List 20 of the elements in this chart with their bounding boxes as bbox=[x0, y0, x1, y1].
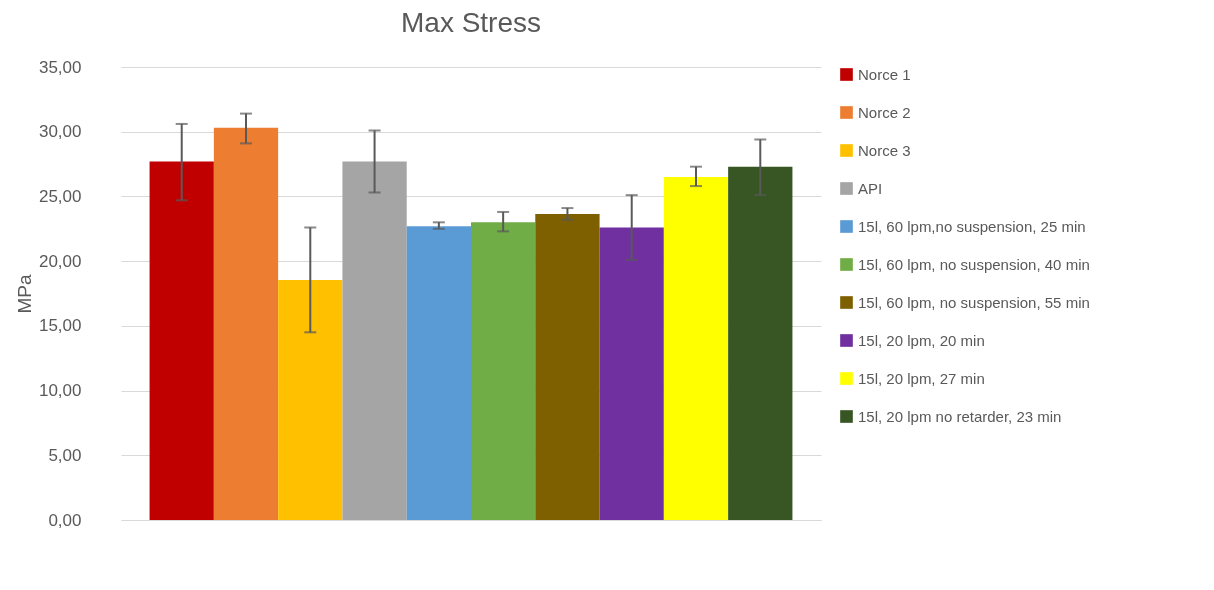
y-tick-label: 5,00 bbox=[48, 445, 82, 465]
legend-label: 15l, 20 lpm no retarder, 23 min bbox=[858, 407, 1062, 425]
legend-label: 15l, 20 lpm, 27 min bbox=[858, 369, 985, 387]
legend-label: 15l, 60 lpm, no suspension, 40 min bbox=[858, 255, 1090, 273]
y-tick-label: 30,00 bbox=[38, 122, 82, 142]
y-tick-label: 35,00 bbox=[38, 57, 82, 77]
legend-label: Norce 3 bbox=[858, 141, 911, 159]
legend-label: Norce 2 bbox=[858, 103, 911, 121]
y-tick-label: 10,00 bbox=[38, 381, 82, 401]
y-tick-label: 20,00 bbox=[38, 251, 82, 271]
y-tick-label: 25,00 bbox=[38, 186, 82, 206]
y-axis-title: MPa bbox=[13, 274, 35, 314]
legend-label: API bbox=[858, 179, 883, 197]
y-tick-label: 15,00 bbox=[38, 316, 82, 336]
y-tick-label: 0,00 bbox=[48, 510, 82, 530]
legend-label: 15l, 60 lpm,no suspension, 25 min bbox=[858, 217, 1086, 235]
legend-label: 15l, 60 lpm, no suspension, 55 min bbox=[858, 293, 1090, 311]
legend-label: Norce 1 bbox=[858, 65, 911, 83]
chart-title: Max Stress bbox=[400, 7, 542, 38]
legend-label: 15l, 20 lpm, 20 min bbox=[858, 331, 985, 349]
